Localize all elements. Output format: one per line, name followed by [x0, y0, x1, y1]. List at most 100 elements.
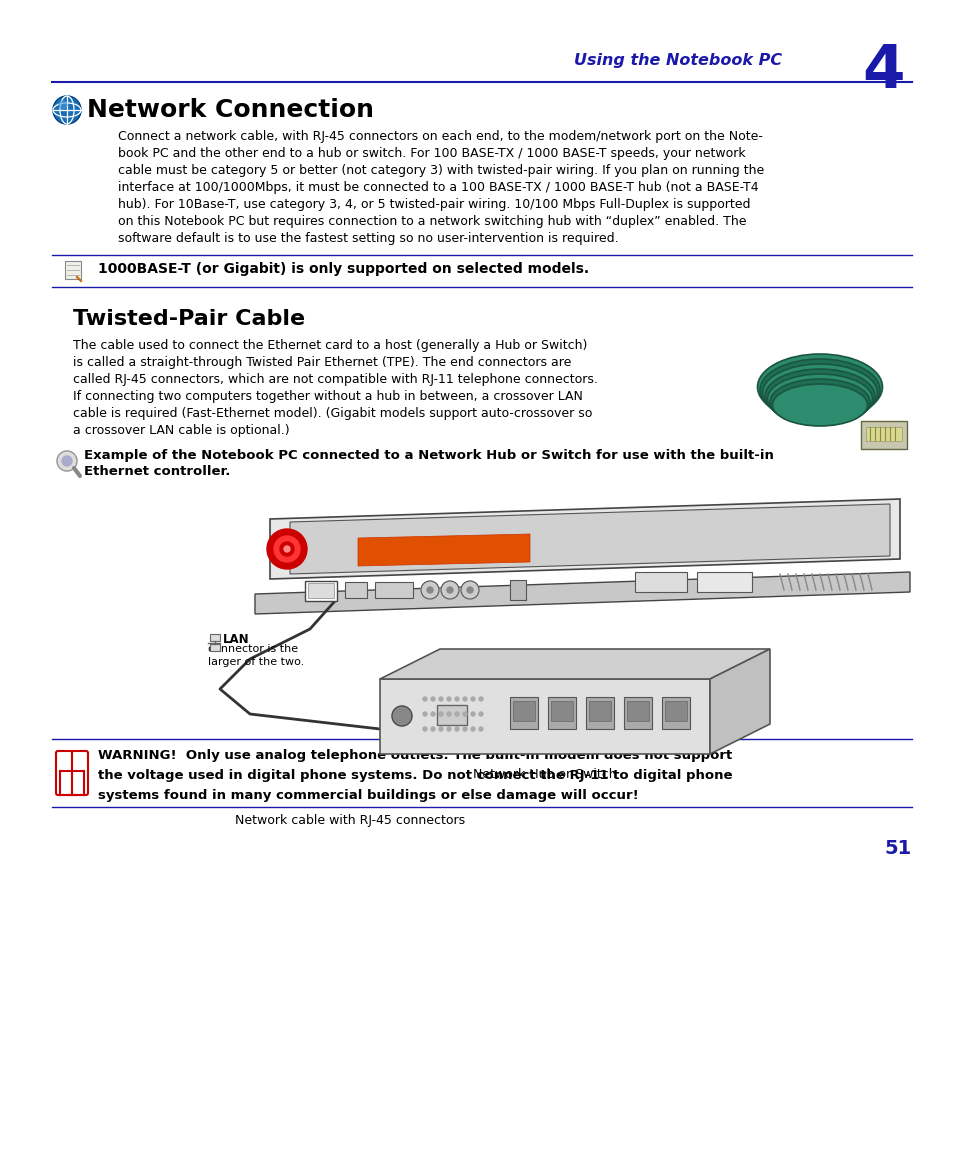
Circle shape — [284, 546, 290, 552]
Circle shape — [460, 581, 478, 599]
FancyBboxPatch shape — [861, 422, 906, 449]
Circle shape — [471, 696, 475, 701]
Text: connector is the: connector is the — [208, 644, 297, 654]
Circle shape — [447, 696, 451, 701]
Circle shape — [431, 696, 435, 701]
Text: Using the Notebook PC: Using the Notebook PC — [574, 52, 781, 67]
Ellipse shape — [767, 374, 872, 424]
Ellipse shape — [757, 353, 882, 420]
FancyBboxPatch shape — [210, 644, 220, 651]
Circle shape — [478, 711, 482, 716]
FancyBboxPatch shape — [305, 581, 336, 601]
FancyBboxPatch shape — [547, 696, 576, 729]
Circle shape — [478, 696, 482, 701]
FancyBboxPatch shape — [65, 261, 81, 280]
Text: Example of the Notebook PC connected to a Network Hub or Switch for use with the: Example of the Notebook PC connected to … — [84, 449, 773, 462]
Text: cable must be category 5 or better (not category 3) with twisted-pair wiring. If: cable must be category 5 or better (not … — [118, 164, 763, 177]
Circle shape — [59, 100, 67, 109]
FancyBboxPatch shape — [345, 582, 367, 598]
Text: 1000BASE-T (or Gigabit) is only supported on selected models.: 1000BASE-T (or Gigabit) is only supporte… — [98, 262, 589, 276]
Text: Ethernet controller.: Ethernet controller. — [84, 465, 230, 478]
Text: Network Connection: Network Connection — [87, 98, 374, 122]
FancyBboxPatch shape — [551, 701, 573, 721]
Text: LAN: LAN — [223, 633, 250, 646]
Circle shape — [447, 587, 453, 593]
Circle shape — [274, 536, 299, 562]
Ellipse shape — [764, 368, 874, 423]
FancyBboxPatch shape — [865, 427, 901, 441]
Text: book PC and the other end to a hub or switch. For 100 BASE-TX / 1000 BASE-T spee: book PC and the other end to a hub or sw… — [118, 147, 745, 161]
Text: hub). For 10Base-T, use category 3, 4, or 5 twisted-pair wiring. 10/100 Mbps Ful: hub). For 10Base-T, use category 3, 4, o… — [118, 198, 750, 211]
Ellipse shape — [769, 379, 869, 425]
FancyBboxPatch shape — [375, 582, 413, 598]
Circle shape — [438, 726, 442, 731]
Circle shape — [280, 542, 294, 556]
Circle shape — [267, 529, 307, 569]
Circle shape — [438, 711, 442, 716]
Circle shape — [467, 587, 473, 593]
FancyBboxPatch shape — [56, 751, 88, 795]
Circle shape — [455, 711, 458, 716]
Text: the voltage used in digital phone systems. Do not connect the RJ-11 to digital p: the voltage used in digital phone system… — [98, 769, 732, 782]
Circle shape — [455, 726, 458, 731]
Circle shape — [422, 726, 427, 731]
Circle shape — [471, 726, 475, 731]
FancyBboxPatch shape — [510, 696, 537, 729]
Text: systems found in many commercial buildings or else damage will occur!: systems found in many commercial buildin… — [98, 789, 639, 802]
Circle shape — [422, 711, 427, 716]
Ellipse shape — [772, 383, 866, 426]
Text: called RJ-45 connectors, which are not compatible with RJ-11 telephone connector: called RJ-45 connectors, which are not c… — [73, 373, 598, 386]
Polygon shape — [709, 649, 769, 754]
FancyBboxPatch shape — [210, 634, 220, 641]
Ellipse shape — [760, 359, 879, 422]
Circle shape — [447, 711, 451, 716]
Circle shape — [53, 96, 81, 124]
Text: a crossover LAN cable is optional.): a crossover LAN cable is optional.) — [73, 424, 290, 437]
Circle shape — [62, 456, 71, 465]
FancyBboxPatch shape — [436, 705, 467, 725]
Circle shape — [462, 711, 467, 716]
Circle shape — [440, 581, 458, 599]
FancyBboxPatch shape — [585, 696, 614, 729]
Polygon shape — [290, 504, 889, 574]
Text: larger of the two.: larger of the two. — [208, 657, 304, 666]
Circle shape — [471, 711, 475, 716]
Text: software default is to use the fastest setting so no user-intervention is requir: software default is to use the fastest s… — [118, 232, 618, 245]
Text: Connect a network cable, with RJ-45 connectors on each end, to the modem/network: Connect a network cable, with RJ-45 conn… — [118, 131, 762, 143]
Circle shape — [57, 450, 77, 471]
Text: Network Hub or Switch: Network Hub or Switch — [473, 768, 617, 781]
FancyBboxPatch shape — [664, 701, 686, 721]
Circle shape — [438, 696, 442, 701]
FancyBboxPatch shape — [513, 701, 535, 721]
Polygon shape — [254, 572, 909, 614]
Text: Twisted-Pair Cable: Twisted-Pair Cable — [73, 310, 305, 329]
Circle shape — [392, 706, 412, 726]
Polygon shape — [270, 499, 899, 579]
Circle shape — [427, 587, 433, 593]
FancyBboxPatch shape — [635, 572, 686, 593]
Circle shape — [462, 726, 467, 731]
FancyBboxPatch shape — [697, 572, 751, 593]
Text: 51: 51 — [883, 839, 911, 858]
Text: The cable used to connect the Ethernet card to a host (generally a Hub or Switch: The cable used to connect the Ethernet c… — [73, 340, 587, 352]
Text: is called a straight-through Twisted Pair Ethernet (TPE). The end connectors are: is called a straight-through Twisted Pai… — [73, 356, 571, 368]
Text: If connecting two computers together without a hub in between, a crossover LAN: If connecting two computers together wit… — [73, 390, 582, 403]
Circle shape — [431, 711, 435, 716]
Circle shape — [462, 696, 467, 701]
Text: WARNING!  Only use analog telephone outlets. The built-in modem does not support: WARNING! Only use analog telephone outle… — [98, 748, 732, 762]
Polygon shape — [379, 679, 709, 754]
Ellipse shape — [761, 364, 877, 422]
FancyBboxPatch shape — [308, 583, 334, 598]
Text: cable is required (Fast-Ethernet model). (Gigabit models support auto-crossover : cable is required (Fast-Ethernet model).… — [73, 407, 592, 420]
FancyBboxPatch shape — [588, 701, 610, 721]
Text: Network cable with RJ-45 connectors: Network cable with RJ-45 connectors — [234, 814, 464, 827]
Circle shape — [431, 726, 435, 731]
Circle shape — [447, 726, 451, 731]
Text: interface at 100/1000Mbps, it must be connected to a 100 BASE-TX / 1000 BASE-T h: interface at 100/1000Mbps, it must be co… — [118, 181, 758, 194]
Polygon shape — [357, 534, 530, 566]
FancyBboxPatch shape — [623, 696, 651, 729]
FancyBboxPatch shape — [661, 696, 689, 729]
FancyBboxPatch shape — [510, 580, 525, 599]
Circle shape — [455, 696, 458, 701]
FancyBboxPatch shape — [626, 701, 648, 721]
